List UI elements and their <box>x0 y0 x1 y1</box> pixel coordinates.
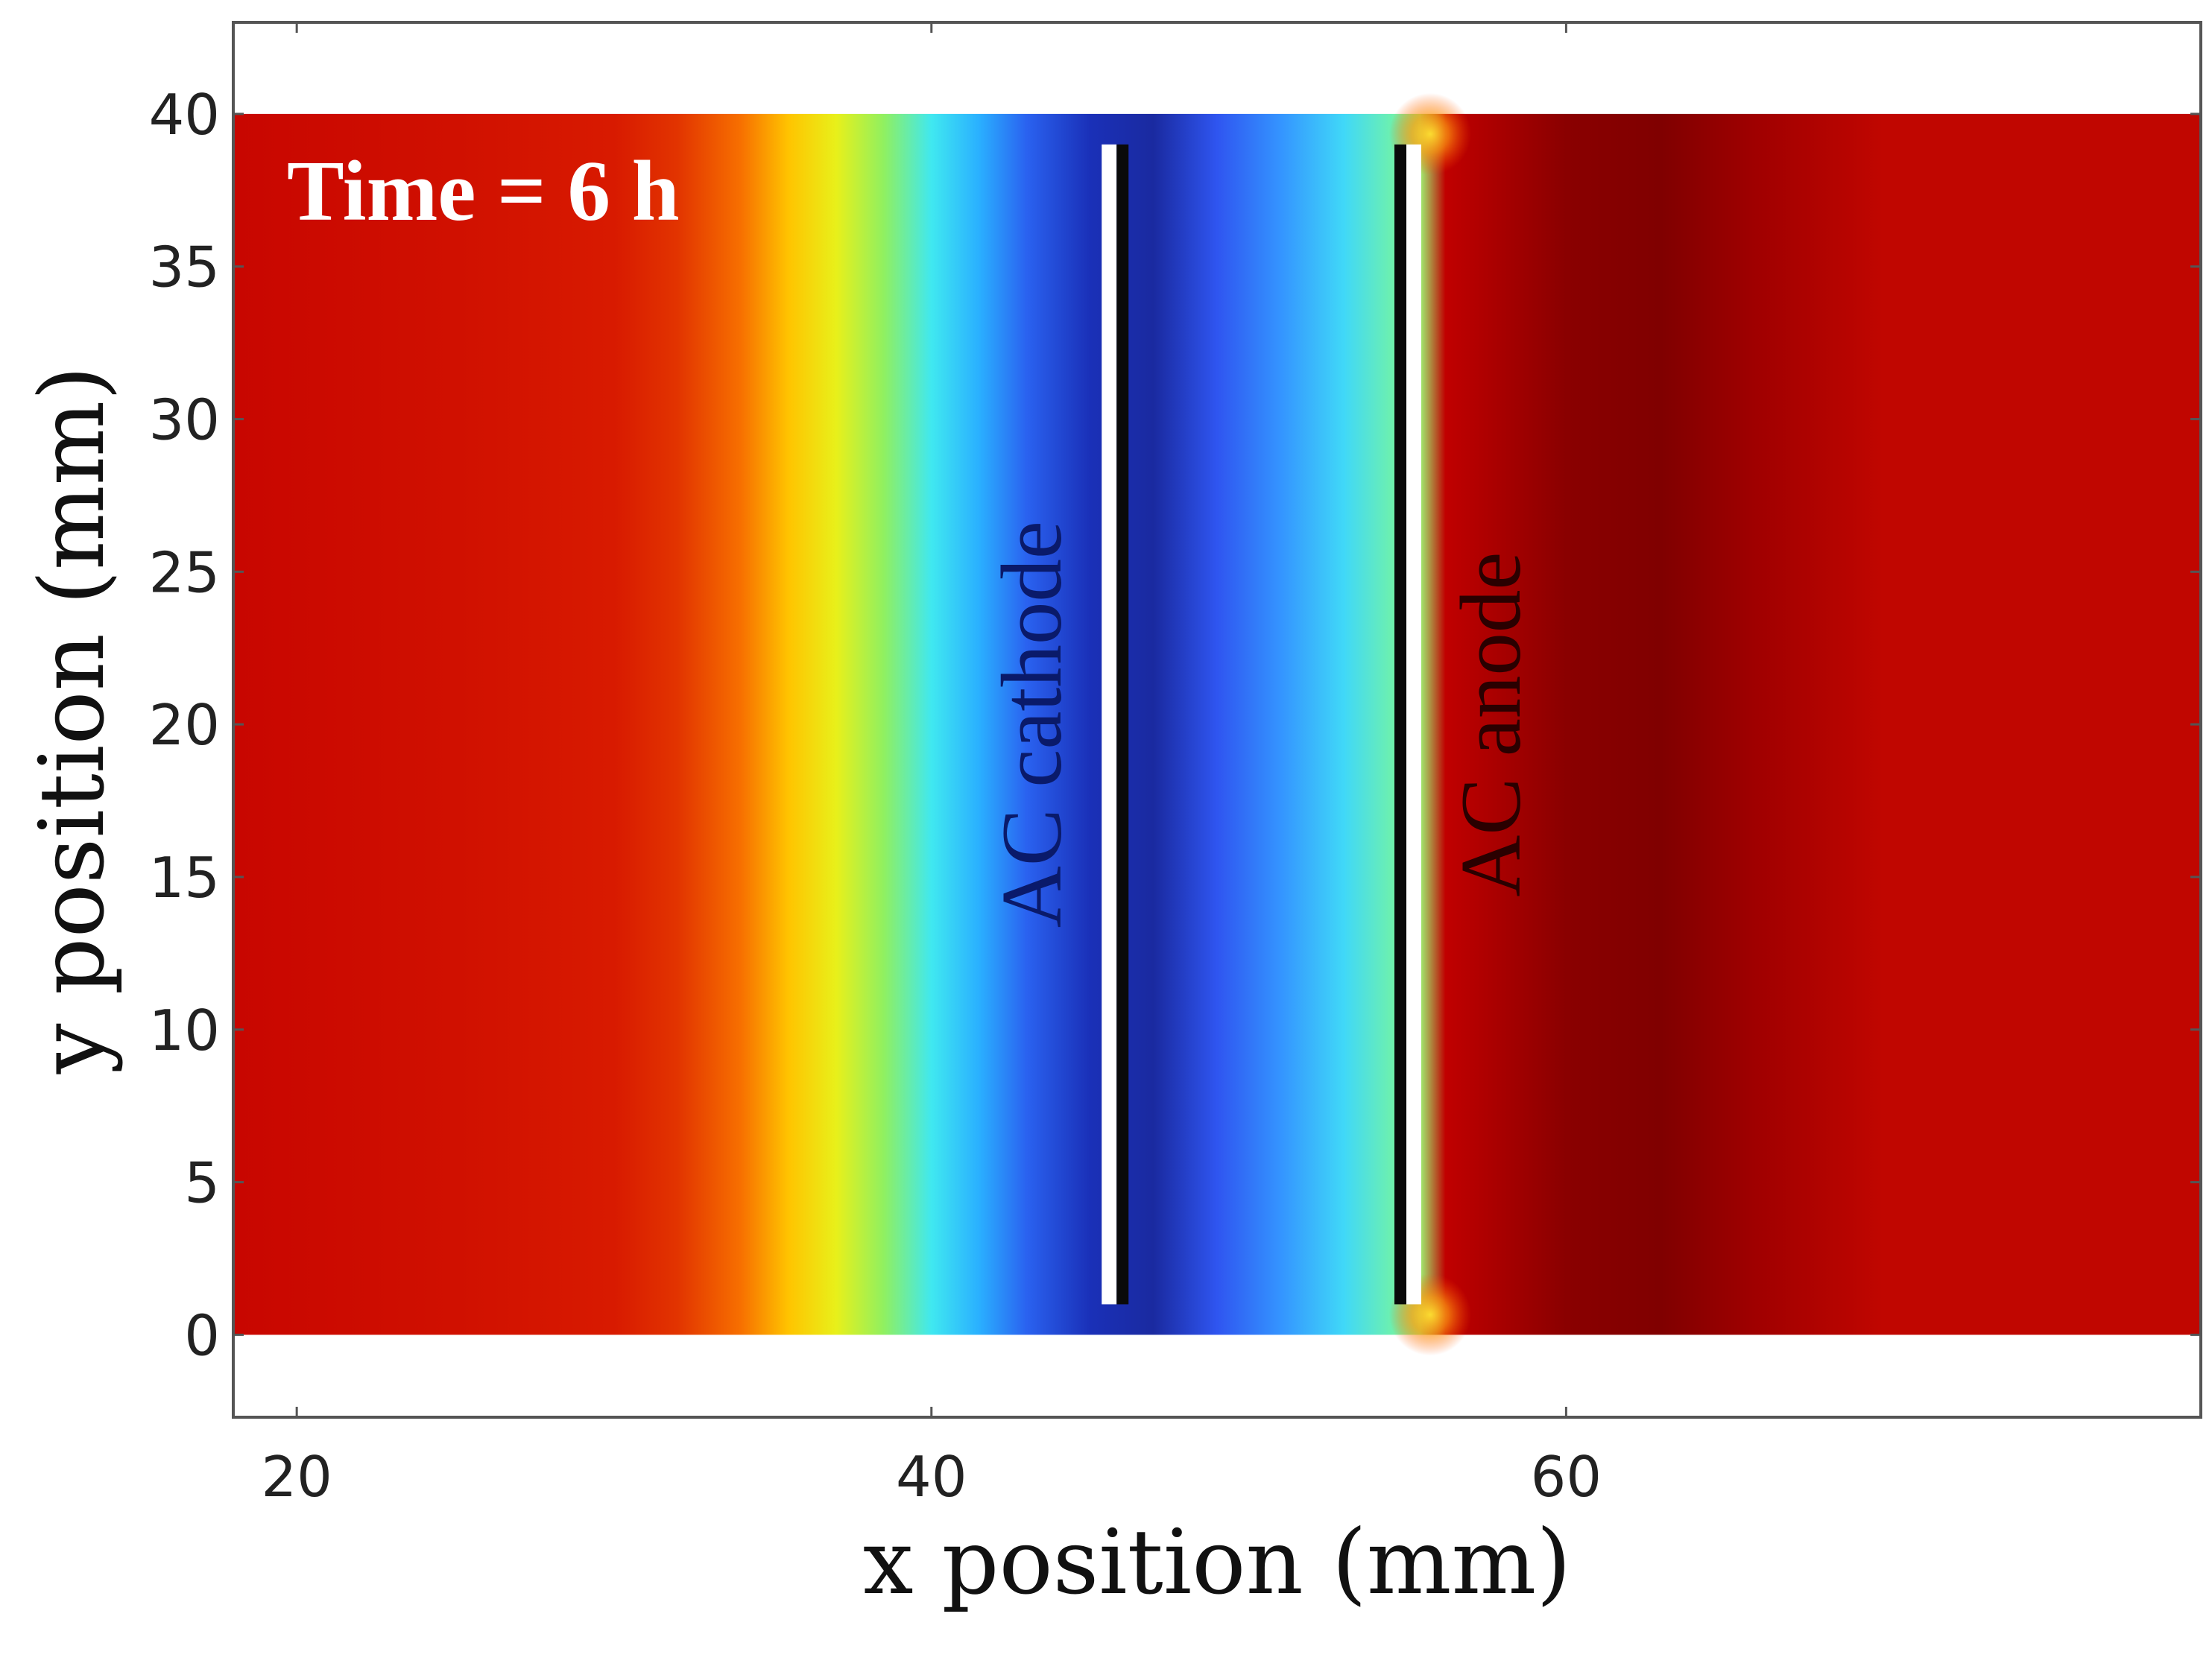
x-tick-label-20: 20 <box>261 1444 332 1510</box>
ac-anode-plate-white <box>1406 144 1421 1305</box>
time-annotation: Time = 6 h <box>287 144 680 238</box>
x-tick-label-60: 60 <box>1531 1444 1602 1510</box>
electrode-layer: AC cathode AC anode <box>985 92 1538 1356</box>
tick-layer: 20 40 60 0 5 10 15 20 25 30 35 40 <box>149 22 2202 1510</box>
x-axis-title: x position (mm) <box>863 1511 1571 1615</box>
concentration-field <box>233 113 2201 1335</box>
ac-anode-plate-dark <box>1394 144 1406 1305</box>
ac-cathode-plate-white <box>1102 144 1117 1305</box>
plot-frame <box>232 21 2202 1419</box>
field-layer <box>233 113 2201 1335</box>
ac-cathode-label: AC cathode <box>985 521 1079 928</box>
y-tick-label-20: 20 <box>149 692 220 758</box>
y-tick-label-5: 5 <box>184 1150 220 1216</box>
y-tick-label-15: 15 <box>149 845 220 911</box>
ac-cathode-plate-dark <box>1116 144 1129 1305</box>
x-tick-label-40: 40 <box>896 1444 967 1510</box>
y-tick-label-40: 40 <box>149 82 220 148</box>
y-tick-label-10: 10 <box>149 998 220 1063</box>
y-tick-label-30: 30 <box>149 387 220 453</box>
y-tick-label-25: 25 <box>149 539 220 605</box>
y-axis-title: y position (mm) <box>21 366 124 1074</box>
ac-anode-label: AC anode <box>1444 552 1538 897</box>
y-tick-label-35: 35 <box>149 235 220 300</box>
y-tick-label-0: 0 <box>184 1302 220 1368</box>
